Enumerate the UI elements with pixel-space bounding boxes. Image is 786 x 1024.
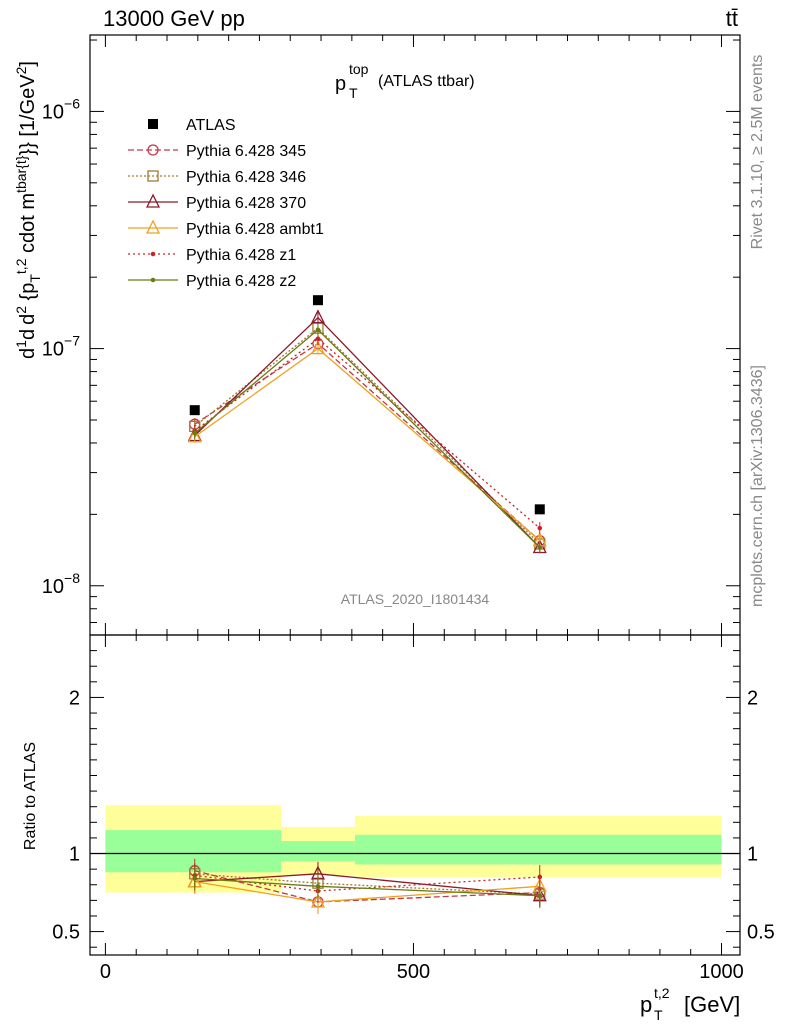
svg-text:(ATLAS ttbar): (ATLAS ttbar)	[378, 73, 475, 90]
svg-text:top: top	[349, 61, 369, 77]
legend-label: Pythia 6.428 370	[186, 195, 306, 212]
series-line	[194, 327, 541, 545]
y-tick-label: 2	[69, 687, 80, 709]
x-label-p: p	[640, 992, 652, 1017]
legend-marker	[150, 277, 156, 283]
series-marker	[315, 327, 321, 333]
svg-text:T: T	[349, 85, 358, 101]
y-tick-label: 10−7	[42, 333, 80, 361]
y-tick-label: 10−6	[42, 95, 80, 123]
x-axis-label: p t,2 T [GeV]	[640, 985, 740, 1023]
x-label-sup: t,2	[654, 985, 670, 1001]
plot-title: p top T (ATLAS ttbar)	[335, 61, 475, 101]
ratio-panel-frame	[89, 634, 741, 956]
title-sub: T	[349, 85, 358, 101]
ratio-panel-series	[187, 858, 547, 914]
y-tick-label-right: 2	[747, 687, 758, 709]
x-tick-label: 1000	[699, 961, 744, 983]
series-marker	[310, 340, 326, 355]
legend-marker	[147, 144, 159, 156]
series-marker	[315, 336, 321, 342]
y-tick-label-right: 0.5	[747, 922, 775, 944]
series-marker	[537, 545, 543, 550]
legend-label: ATLAS	[186, 117, 236, 134]
header-energy-label: 13000 GeV pp	[103, 6, 245, 31]
series-line	[194, 328, 541, 548]
x-label-sub: T	[654, 1007, 663, 1023]
legend: ATLAS Pythia 6.428 345 Pythia 6.428 346 Pyt…	[128, 117, 324, 290]
y-tick-label: 0.5	[52, 922, 80, 944]
data-point	[189, 405, 200, 416]
ratio-marker	[537, 874, 543, 880]
series-line	[194, 337, 541, 529]
svg-text:T: T	[654, 1007, 663, 1023]
legend-label: Pythia 6.428 346	[186, 169, 306, 186]
legend-label: Pythia 6.428 ambt1	[186, 221, 324, 238]
legend-marker	[150, 251, 156, 257]
band-inner	[354, 834, 722, 865]
y-axis-bottom-label: Ratio to ATLAS	[22, 742, 39, 850]
rivet-version-label: Rivet 3.1.10, ≥ 2.5M events	[749, 55, 766, 250]
svg-text:p: p	[640, 992, 652, 1017]
legend-label: Pythia 6.428 z2	[186, 273, 296, 290]
axes-ticks: 0 500 1000 10−8 10−7 10−6 0.5 0.5 1 1 2 2	[42, 34, 775, 983]
series-marker	[310, 309, 326, 324]
y-axis-top-label: d1dd2 {pTt,2 cdot mtbar{t}}} [1/GeV2]	[13, 61, 43, 359]
mcplots-label: mcplots.cern.ch [arXiv:1306.3436]	[749, 365, 766, 607]
svg-text:p: p	[335, 73, 346, 95]
legend-marker	[148, 119, 158, 129]
title-sup: top	[349, 61, 369, 77]
uncertainty-bands	[90, 805, 740, 893]
ratio-line	[194, 873, 540, 895]
x-tick-label: 0	[100, 961, 111, 983]
header-process-label: tt̄	[726, 6, 738, 31]
y-tick-label-right: 1	[747, 844, 758, 866]
main-panel-series	[187, 295, 547, 554]
series-marker	[187, 428, 202, 443]
legend-marker	[145, 193, 161, 208]
series-marker	[192, 430, 198, 436]
series-line	[194, 316, 541, 548]
legend-marker	[147, 170, 159, 182]
title-p: p	[335, 73, 346, 95]
ratio-marker	[310, 893, 326, 908]
svg-text:d1dd2 {pTt,2 cdot mtbar{t}}} [: d1dd2 {pTt,2 cdot mtbar{t}}} [1/GeV2]	[13, 61, 43, 359]
data-point	[312, 295, 323, 306]
data-point	[534, 504, 545, 515]
series-line	[194, 342, 541, 542]
ratio-marker	[192, 876, 198, 881]
band-inner	[105, 830, 281, 873]
x-label-unit: [GeV]	[684, 992, 740, 1017]
y-tick-label: 1	[69, 844, 80, 866]
svg-text:t,2: t,2	[654, 985, 670, 1001]
band-inner	[280, 841, 355, 862]
ratio-marker	[315, 884, 321, 889]
svg-text:[GeV]: [GeV]	[684, 992, 740, 1017]
y-tick-label: 10−8	[42, 570, 80, 598]
legend-marker	[145, 219, 161, 234]
analysis-watermark: ATLAS_2020_I1801434	[341, 591, 490, 607]
title-rest: (ATLAS ttbar)	[378, 73, 475, 90]
ratio-marker	[537, 893, 543, 898]
legend-label: Pythia 6.428 345	[186, 143, 306, 160]
x-tick-label: 500	[397, 961, 430, 983]
series-marker	[537, 525, 543, 531]
legend-label: Pythia 6.428 z1	[186, 247, 296, 264]
